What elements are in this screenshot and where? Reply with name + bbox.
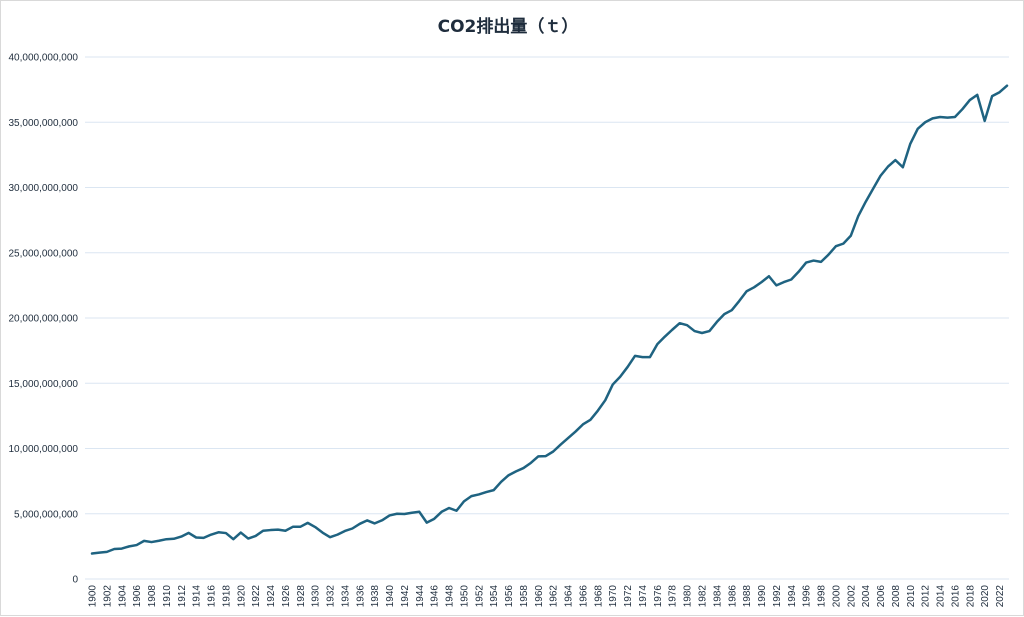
y-tick-label: 0 [72,575,78,586]
x-tick-label: 1914 [192,585,203,608]
x-tick-label: 1974 [638,585,649,608]
x-tick-label: 1970 [608,585,619,608]
chart-title: CO2排出量（ｔ） [438,16,579,37]
x-tick-label: 1944 [415,585,426,608]
x-tick-label: 1932 [326,585,337,608]
x-tick-label: 1910 [162,585,173,608]
x-tick-label: 1980 [683,585,694,608]
x-tick-label: 1972 [623,585,634,608]
y-tick-label: 25,000,000,000 [8,248,78,259]
x-tick-label: 1960 [534,585,545,608]
x-tick-label: 1984 [712,585,723,608]
x-tick-label: 1952 [474,585,485,608]
x-tick-label: 1922 [251,585,262,608]
x-tick-label: 1906 [132,585,143,608]
x-tick-label: 1936 [355,585,366,608]
x-tick-label: 1926 [281,585,292,608]
y-tick-label: 5,000,000,000 [14,509,78,520]
x-tick-label: 1966 [578,585,589,608]
x-tick-label: 1946 [430,585,441,608]
x-tick-label: 2020 [980,585,991,608]
y-tick-label: 15,000,000,000 [8,379,78,390]
x-tick-label: 2004 [861,585,872,608]
x-tick-label: 1902 [102,585,113,608]
x-tick-label: 1904 [117,585,128,608]
x-tick-label: 1976 [653,585,664,608]
y-tick-label: 20,000,000,000 [8,314,78,325]
y-axis-tick-labels: 0 5,000,000,000 10,000,000,000 15,000,000,0… [8,53,78,586]
x-tick-label: 2022 [995,585,1006,608]
x-tick-label: 2006 [876,585,887,608]
x-tick-label: 1978 [668,585,679,608]
x-tick-label: 1996 [802,585,813,608]
x-tick-label: 1998 [817,585,828,608]
y-tick-label: 35,000,000,000 [8,118,78,129]
x-tick-label: 1954 [489,585,500,608]
x-axis-tick-labels: 1900 1902 1904 1906 1908 1910 1912 1914 1916 1918… [88,585,1007,608]
x-tick-label: 2002 [846,585,857,608]
y-tick-label: 40,000,000,000 [8,53,78,64]
x-tick-label: 1912 [177,585,188,608]
x-tick-label: 1994 [787,585,798,608]
x-tick-label: 2018 [965,585,976,608]
x-tick-label: 1958 [519,585,530,608]
x-tick-label: 2008 [891,585,902,608]
x-tick-label: 1920 [236,585,247,608]
x-tick-label: 1968 [593,585,604,608]
x-tick-label: 2014 [936,585,947,608]
x-tick-label: 1916 [207,585,218,608]
x-tick-label: 1964 [564,585,575,608]
x-tick-label: 1924 [266,585,277,608]
x-tick-label: 2012 [921,585,932,608]
x-tick-label: 1992 [772,585,783,608]
x-tick-label: 1942 [400,585,411,608]
x-tick-label: 1990 [757,585,768,608]
y-tick-label: 10,000,000,000 [8,444,78,455]
x-tick-label: 1986 [727,585,738,608]
x-tick-label: 2010 [906,585,917,608]
x-tick-label: 1982 [698,585,709,608]
x-tick-label: 1928 [296,585,307,608]
x-tick-label: 1988 [742,585,753,608]
x-tick-label: 1938 [370,585,381,608]
y-tick-label: 30,000,000,000 [8,183,78,194]
series-line [90,84,1009,555]
x-tick-label: 1930 [311,585,322,608]
x-tick-label: 1940 [385,585,396,608]
x-tick-label: 2016 [950,585,961,608]
x-tick-label: 1956 [504,585,515,608]
gridlines [85,56,1009,580]
x-tick-label: 1948 [445,585,456,608]
x-tick-label: 1900 [88,585,99,608]
x-tick-label: 1908 [147,585,158,608]
x-tick-label: 1934 [340,585,351,608]
x-tick-label: 1918 [221,585,232,608]
x-tick-label: 1962 [549,585,560,608]
x-tick-label: 2000 [831,585,842,608]
x-tick-label: 1950 [459,585,470,608]
